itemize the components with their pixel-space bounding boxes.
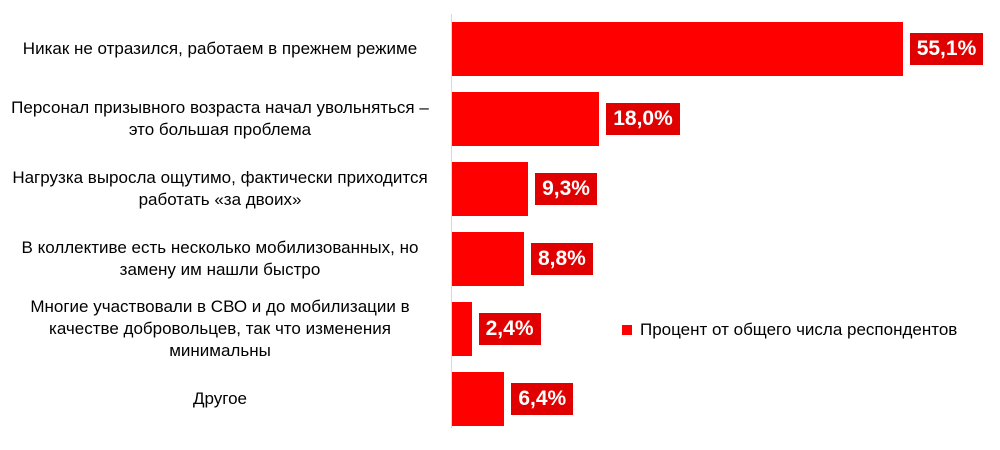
- legend-label: Процент от общего числа респондентов: [640, 320, 958, 339]
- category-axis-line: [451, 14, 452, 428]
- category-label-wrap: Персонал призывного возраста начал уволь…: [0, 92, 440, 146]
- category-label: Персонал призывного возраста начал уволь…: [11, 98, 429, 139]
- category-label: Многие участвовали в СВО и до мобилизаци…: [30, 297, 410, 360]
- category-label: Нагрузка выросла ощутимо, фактически при…: [12, 168, 428, 209]
- category-label: Другое: [192, 389, 247, 408]
- bar: [452, 92, 600, 146]
- bar: [452, 302, 472, 356]
- data-label: 55,1%: [909, 33, 984, 65]
- data-label: 8,8%: [530, 243, 593, 275]
- category-label: В коллективе есть несколько мобилизованн…: [21, 238, 419, 279]
- category-label-wrap: Многие участвовали в СВО и до мобилизаци…: [0, 297, 440, 360]
- legend: Процент от общего числа респондентов: [622, 320, 957, 340]
- data-label: 6,4%: [511, 383, 574, 415]
- category-label-wrap: В коллективе есть несколько мобилизованн…: [0, 232, 440, 286]
- category-label-wrap: Никак не отразился, работаем в прежнем р…: [0, 22, 440, 76]
- bar: [452, 162, 529, 216]
- category-label-wrap: Нагрузка выросла ощутимо, фактически при…: [0, 162, 440, 216]
- legend-swatch: [622, 325, 632, 335]
- bar: [452, 232, 524, 286]
- data-label: 18,0%: [606, 103, 680, 135]
- data-label: 9,3%: [535, 173, 597, 205]
- bar: [452, 22, 903, 76]
- data-label: 2,4%: [478, 313, 541, 345]
- category-label: Никак не отразился, работаем в прежнем р…: [22, 39, 418, 58]
- category-label-wrap: Другое: [0, 372, 440, 426]
- bar: [452, 372, 505, 426]
